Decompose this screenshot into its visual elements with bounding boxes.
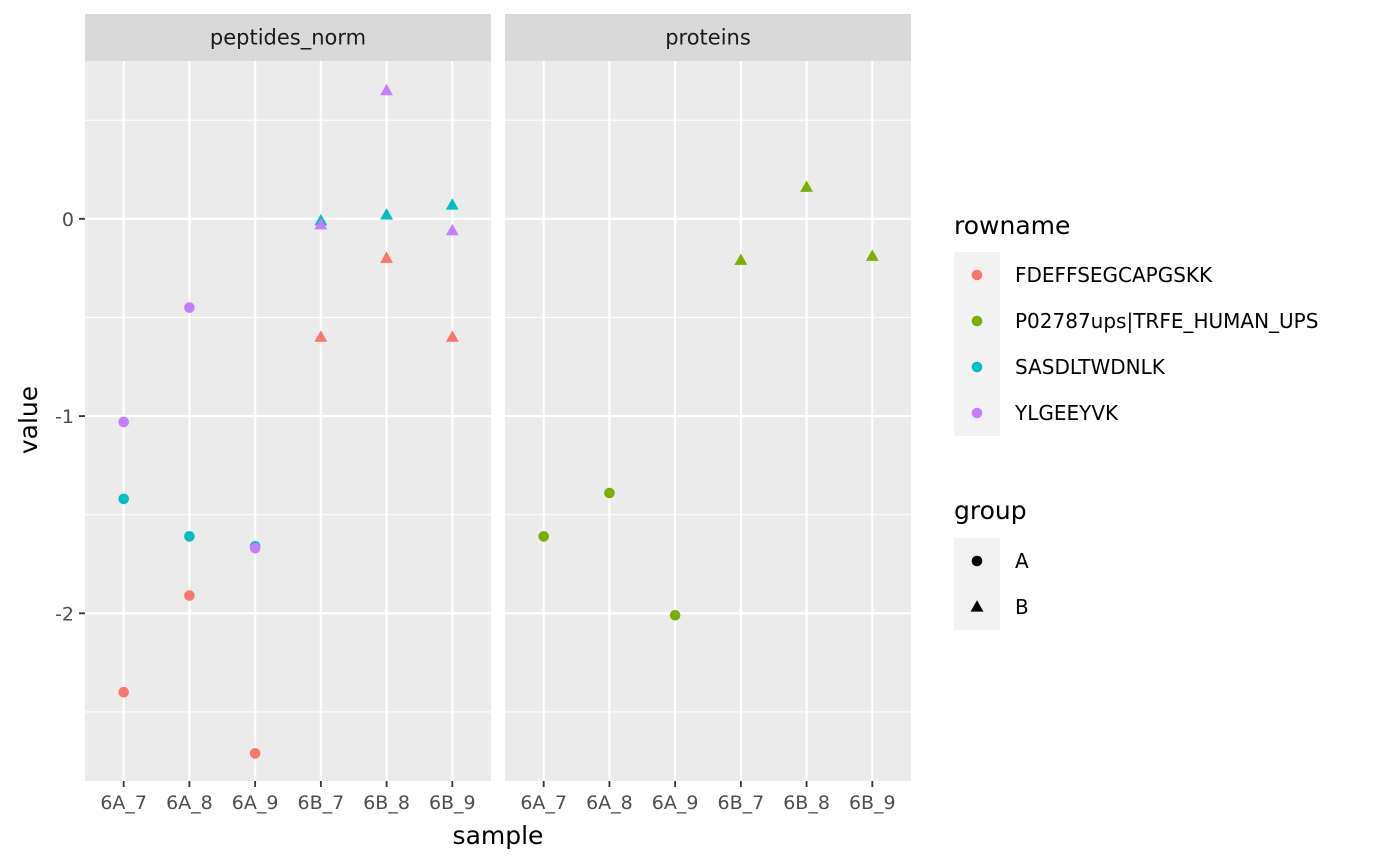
data-point-circle [249,542,261,554]
legend-title: rowname [954,211,1070,240]
facet-strip-label: peptides_norm [210,26,366,51]
marks-layer [118,83,879,759]
data-point-circle [184,302,195,313]
y-tick-label: 0 [62,209,74,231]
data-point-triangle [734,253,748,265]
y-axis-title: value [14,386,43,454]
axes-layer: 6A_7 6A_8 6A_9 6B_7 6B_8 6B_9 6A_7 6A_8 6A_9 6B_7… [55,209,896,814]
x-tick-label: 6B_7 [298,792,345,814]
legend-key-circle [971,361,983,373]
legend-key-circle [971,269,983,281]
legend-entry-label: SASDLTWDNLK [1015,355,1166,379]
legend-rowname: rowname FDEFFSEGCAPGSKK P02787ups|TRFE_HUM… [954,211,1318,436]
data-point-circle [604,487,615,499]
y-tick-label: -2 [55,603,74,625]
facet-strip-label: proteins [665,26,751,50]
x-tick-label: 6B_7 [718,792,765,814]
legend-key-background [954,252,1000,436]
panel-background [85,61,491,781]
panel-peptides_norm: peptides_norm [85,14,491,781]
x-tick-label: 6A_7 [520,792,567,814]
legend-entry-label: YLGEEYVK [1014,401,1119,425]
data-point-circle [249,748,261,759]
x-tick-label: 6A_8 [586,792,633,814]
panels-layer: peptides_norm proteins [85,14,911,781]
y-tick-label: -1 [55,406,74,428]
x-tick-label: 6B_9 [429,792,476,814]
data-point-triangle [380,251,394,263]
legend-entry-label: FDEFFSEGCAPGSKK [1015,263,1213,287]
x-tick-label: 6A_9 [232,792,279,814]
x-tick-label: 6B_9 [849,792,896,814]
legend-title: group [954,496,1027,525]
panel-background [505,61,911,781]
data-point-circle [118,493,129,505]
data-point-triangle [445,330,459,342]
legend-key-circle [971,555,983,567]
data-point-triangle [445,223,459,236]
data-point-circle [184,531,195,542]
x-tick-label: 6A_7 [100,792,147,814]
legend-entry-label: B [1015,595,1029,619]
data-point-triangle [380,208,394,220]
data-point-circle [118,686,129,698]
data-point-triangle [800,180,814,192]
data-point-circle [669,610,681,621]
legend-key-background [954,538,1000,630]
data-point-triangle [314,217,328,230]
legend-layer: rowname FDEFFSEGCAPGSKK P02787ups|TRFE_HUM… [954,211,1318,630]
data-point-triangle [380,83,394,96]
legend-key-circle [971,407,983,419]
x-tick-label: 6B_8 [783,792,830,814]
facet-strip [85,14,491,61]
data-point-triangle [314,330,328,342]
data-point-circle [538,531,549,542]
panel-proteins: proteins [505,14,911,781]
data-point-circle [118,416,129,428]
x-tick-label: 6A_9 [652,792,699,814]
legend-group: group AB [954,496,1029,630]
x-tick-label: 6B_8 [363,792,410,814]
facet-strip [505,14,911,61]
legend-entry-label: P02787ups|TRFE_HUMAN_UPS [1015,309,1318,333]
legend-key-circle [971,315,983,327]
x-axis-title: sample [453,821,544,850]
data-point-circle [184,590,195,601]
data-point-triangle [865,249,879,261]
legend-key-triangle [970,600,984,612]
data-point-triangle [445,198,459,210]
x-tick-label: 6A_8 [166,792,213,814]
legend-entry-label: A [1015,549,1029,573]
